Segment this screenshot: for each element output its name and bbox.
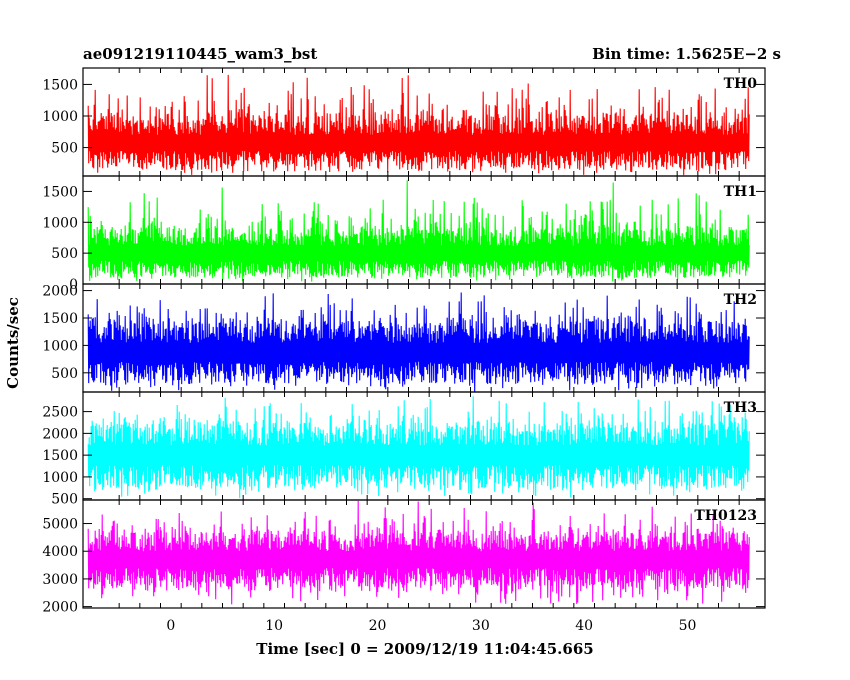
y-tick-label: 500: [51, 246, 78, 262]
y-tick-label: 2500: [42, 405, 78, 421]
panel-label-th0: TH0: [724, 76, 758, 92]
y-axis-label: Counts/sec: [4, 297, 22, 389]
series-th2-line: [87, 292, 750, 392]
panel-th0123-frame: [82, 499, 766, 609]
series-th0123-line: [87, 500, 750, 605]
y-tick-label: 3000: [42, 572, 78, 588]
x-axis-label: Time [sec] 0 = 2009/12/19 11:04:45.665: [256, 640, 593, 658]
y-tick-label: 1000: [42, 470, 78, 486]
panel-label-th3: TH3: [724, 400, 757, 416]
series-th0-line: [87, 74, 750, 176]
y-tick-label: 2000: [42, 426, 78, 442]
x-tick-label: 10: [265, 618, 283, 634]
y-tick-label: 2000: [42, 600, 78, 616]
panel-label-th1: TH1: [724, 184, 757, 200]
x-tick-label: 30: [472, 618, 490, 634]
x-tick-label: 50: [679, 618, 697, 634]
x-tick-label: 20: [369, 618, 387, 634]
y-tick-label: 1500: [42, 448, 78, 464]
y-tick-label: 1000: [42, 338, 78, 354]
y-tick-label: 500: [51, 366, 78, 382]
y-tick-label: 500: [51, 141, 78, 157]
x-tick-label: 40: [575, 618, 593, 634]
y-tick-label: 1000: [42, 109, 78, 125]
panel-label-th0123: TH0123: [694, 508, 757, 524]
y-tick-label: 4000: [42, 544, 78, 560]
y-tick-label: 1000: [42, 215, 78, 231]
series-th3-line: [87, 396, 750, 499]
y-tick-label: 1500: [42, 311, 78, 327]
y-tick-label: 1500: [42, 184, 78, 200]
y-tick-label: 5000: [42, 517, 78, 533]
plot-title-left: ae091219110445_wam3_bst: [83, 45, 317, 63]
panel-label-th2: TH2: [724, 292, 757, 308]
x-tick-label: 0: [166, 618, 175, 634]
plot-title-right: Bin time: 1.5625E−2 s: [592, 45, 781, 63]
y-tick-label: 0: [69, 277, 78, 293]
y-tick-label: 2000: [42, 284, 78, 300]
y-tick-label: 1500: [42, 77, 78, 93]
y-tick-label: 500: [51, 492, 78, 508]
series-th1-line: [87, 180, 750, 282]
